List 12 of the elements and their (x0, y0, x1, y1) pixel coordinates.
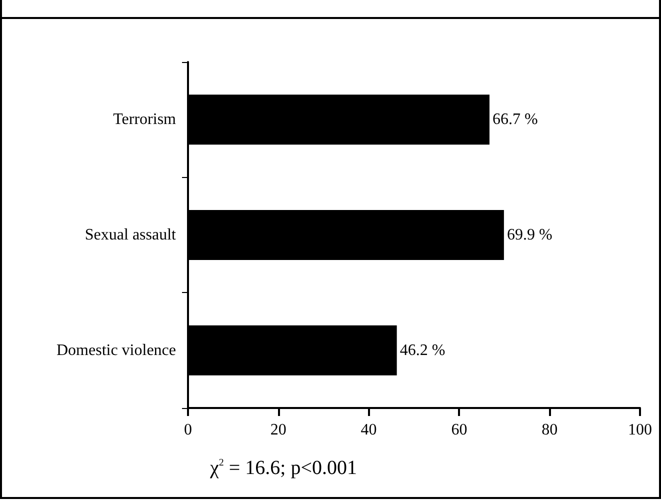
x-tick-label: 60 (451, 422, 468, 438)
y-tick-label: Domestic violence (56, 342, 176, 359)
data-label: 66.7 % (492, 111, 538, 128)
x-tick-label: 20 (270, 422, 286, 438)
y-tick-label: Sexual assault (84, 226, 177, 244)
data-label: 46.2 % (400, 342, 446, 359)
x-tick-label: 40 (360, 422, 377, 438)
data-label: 69.9 % (506, 226, 552, 244)
x-tick-label: 80 (542, 422, 558, 438)
y-tick-label: Terrorism (113, 111, 177, 128)
x-tick-label: 0 (184, 422, 192, 438)
x-tick-label: 100 (628, 422, 652, 438)
